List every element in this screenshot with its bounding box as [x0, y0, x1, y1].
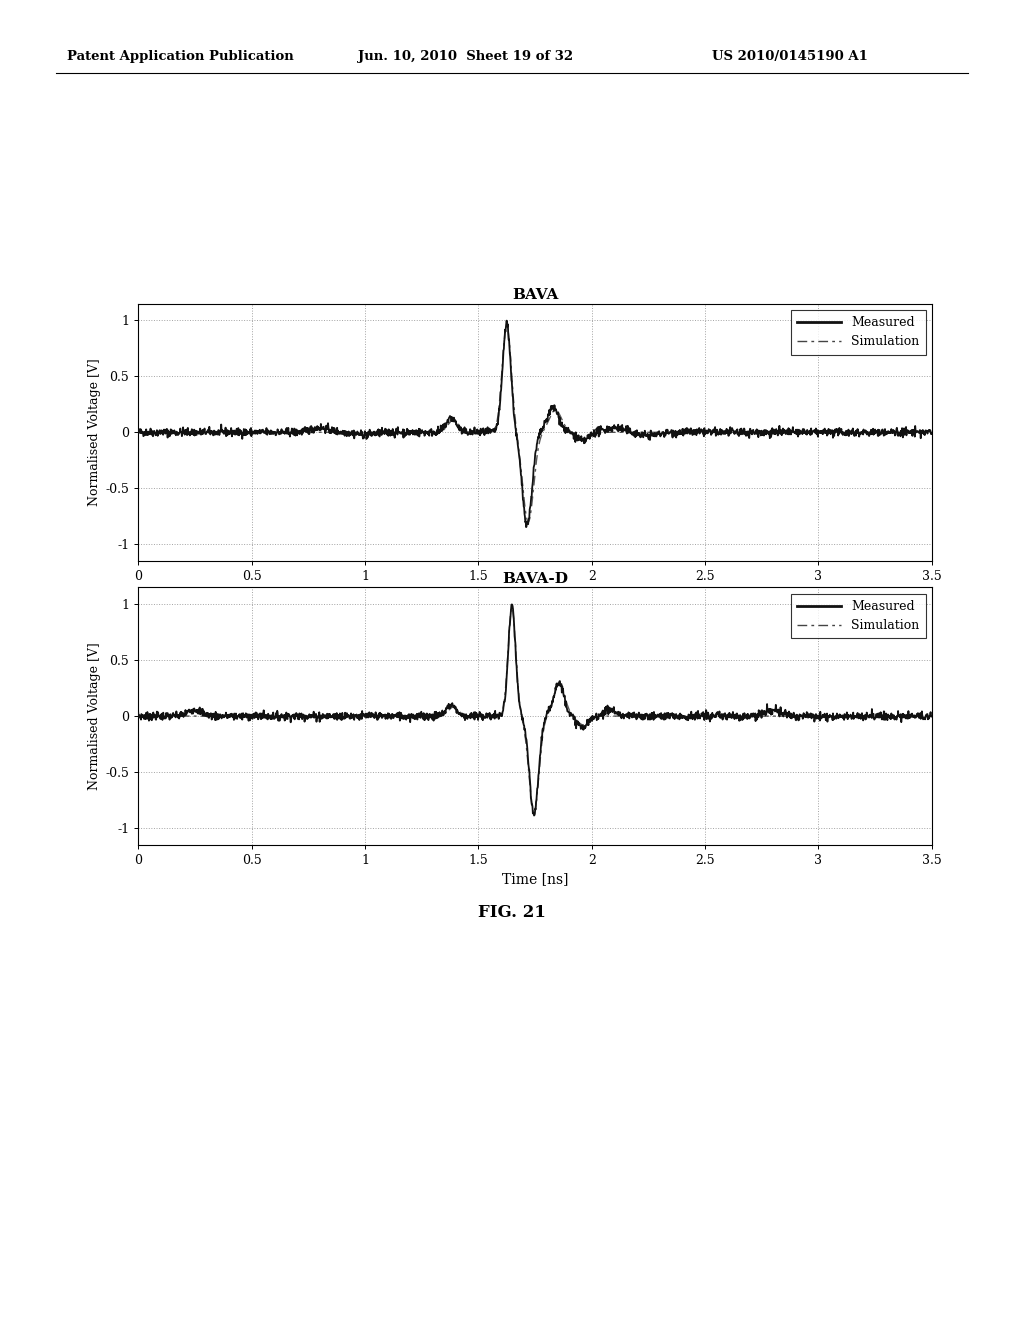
- Legend: Measured, Simulation: Measured, Simulation: [792, 594, 926, 639]
- Text: US 2010/0145190 A1: US 2010/0145190 A1: [712, 50, 867, 63]
- Y-axis label: Normalised Voltage [V]: Normalised Voltage [V]: [88, 643, 101, 789]
- Text: FIG. 21: FIG. 21: [478, 904, 546, 921]
- Title: BAVA-D: BAVA-D: [502, 573, 568, 586]
- X-axis label: Time [ns]: Time [ns]: [502, 873, 568, 887]
- Legend: Measured, Simulation: Measured, Simulation: [792, 310, 926, 355]
- Title: BAVA: BAVA: [512, 289, 558, 302]
- Text: Jun. 10, 2010  Sheet 19 of 32: Jun. 10, 2010 Sheet 19 of 32: [358, 50, 573, 63]
- Y-axis label: Normalised Voltage [V]: Normalised Voltage [V]: [88, 359, 101, 506]
- Text: Patent Application Publication: Patent Application Publication: [67, 50, 293, 63]
